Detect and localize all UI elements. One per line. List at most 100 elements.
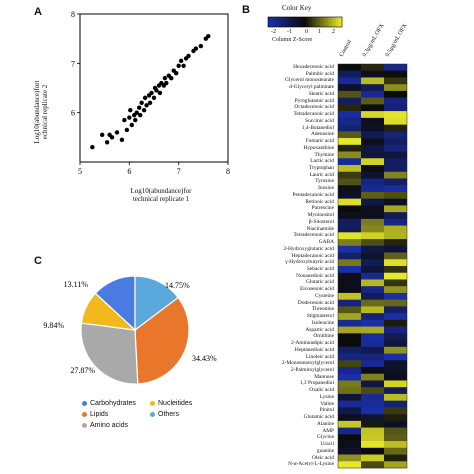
heatmap-cell: [384, 306, 407, 314]
legend-label: Carbohydrates: [90, 400, 136, 407]
heatmap-cell: [361, 461, 384, 469]
heatmap-cell: [384, 393, 407, 401]
pie-label: 27.87%: [70, 366, 95, 375]
heatmap-cell: [338, 131, 361, 139]
y-tick-label: 7: [71, 59, 75, 68]
heatmap-cell: [338, 178, 361, 186]
heatmap-row-label: Hexadecenoic acid: [293, 64, 334, 70]
heatmap-cell: [361, 259, 384, 267]
pie-label: 13.11%: [64, 280, 89, 289]
scatter-point: [186, 53, 191, 59]
legend-nucleotides: Nucleitides: [150, 400, 192, 407]
color-key-cell: [294, 17, 297, 27]
color-key-subtitle: Column Z-Score: [272, 37, 313, 43]
scatter-point: [141, 108, 147, 113]
scatter-point: [193, 46, 199, 51]
scatter-point: [174, 71, 179, 76]
legend-swatch-amino-acids: [82, 423, 87, 428]
heatmap-cell: [361, 239, 384, 247]
color-key-cell: [298, 17, 301, 27]
heatmap-cell: [384, 239, 407, 247]
heatmap-cell: [384, 70, 407, 78]
heatmap-cell: [384, 340, 407, 348]
heatmap-cell: [338, 151, 361, 159]
heatmap-row-label: Pentadecanoic acid: [292, 191, 334, 198]
heatmap-row-label: 2-Palmitoylglycerol: [290, 367, 334, 373]
heatmap-cell: [361, 420, 384, 428]
heatmap-cell: [384, 124, 407, 132]
legend-lipids: Lipids: [82, 411, 108, 418]
color-key-cell: [338, 17, 341, 27]
color-key-cell: [290, 17, 293, 27]
heatmap-cell: [338, 346, 361, 354]
heatmap-cell: [338, 313, 361, 321]
heatmap-cell: [338, 387, 361, 395]
scatter-frame: [79, 13, 229, 163]
heatmap-cell: [384, 434, 407, 442]
color-key-cell: [310, 17, 313, 27]
heatmap-cell: [384, 252, 407, 260]
heatmap-cell: [384, 313, 407, 321]
heatmap-cell: [384, 414, 407, 422]
heatmap-cell: [361, 104, 384, 112]
heatmap-cell: [384, 272, 407, 280]
heatmap-cell: [338, 232, 361, 240]
color-key-cell: [292, 17, 295, 27]
heatmap-cell: [361, 252, 384, 260]
scatter-point: [129, 122, 134, 128]
heatmap-cell: [361, 70, 384, 78]
legend-swatch-carbohydrates: [82, 401, 87, 406]
heatmap-cell: [338, 225, 361, 233]
heatmap-row-label: Linoleic acid: [305, 353, 334, 360]
scatter-point: [137, 105, 142, 110]
heatmap-row-label: Pinitol: [319, 407, 334, 414]
color-key-cell: [316, 17, 319, 27]
color-key-cell: [282, 17, 285, 27]
heatmap-cell: [384, 367, 407, 375]
heatmap-cell: [361, 131, 384, 139]
scatter-point: [144, 103, 149, 108]
heatmap-cell: [384, 77, 407, 85]
scatter-point: [142, 95, 148, 101]
color-key-title: Color Key: [282, 4, 312, 12]
heatmap-row-label: GABA: [318, 239, 334, 246]
heatmap-cell: [338, 117, 361, 125]
heatmap-cell: [361, 198, 384, 206]
heatmap-cell: [338, 367, 361, 375]
heatmap-row-label: Thymine: [314, 151, 334, 158]
heatmap-row-label: Dodecenoic acid: [297, 299, 334, 306]
heatmap-cell: [384, 225, 407, 233]
scatter-xlabel-line1: Log10(abundance)for: [130, 187, 192, 195]
heatmap-cell: [384, 360, 407, 368]
heatmap-cell: [361, 165, 384, 173]
color-key-cell: [304, 17, 307, 27]
panel-letter-a: A: [34, 6, 42, 18]
heatmap-cell: [361, 286, 384, 294]
heatmap-row-label: Tetradecenoic acid: [293, 232, 334, 239]
heatmap-row-label: Putrescine: [311, 205, 334, 212]
heatmap-row-label: Mannose: [314, 373, 334, 380]
heatmap-cell: [338, 461, 361, 469]
heatmap-cell: [361, 151, 384, 159]
heatmap-cell: [361, 124, 384, 132]
heatmap-cell: [338, 434, 361, 442]
heatmap-cell: [338, 319, 361, 327]
heatmap-cell: [384, 299, 407, 307]
color-key-cell: [268, 17, 271, 27]
heatmap-cell: [338, 104, 361, 112]
heatmap-cell: [338, 454, 361, 462]
heatmap-cell: [338, 90, 361, 98]
color-key-cell: [286, 17, 289, 27]
scatter-point: [100, 132, 105, 138]
heatmap-row-label: guanine: [316, 447, 334, 454]
heatmap-cell: [338, 198, 361, 206]
legend-label: Others: [158, 411, 180, 418]
heatmap-cell: [338, 380, 361, 388]
legend-label: Amino acids: [90, 422, 129, 429]
legend-carbohydrates: Carbohydrates: [82, 400, 136, 407]
color-key-cell: [308, 17, 311, 27]
heatmap-cell: [361, 360, 384, 368]
heatmap-row-label: 2-Hydroxyglutaric acid: [283, 245, 334, 252]
heatmap-cell: [361, 387, 384, 395]
